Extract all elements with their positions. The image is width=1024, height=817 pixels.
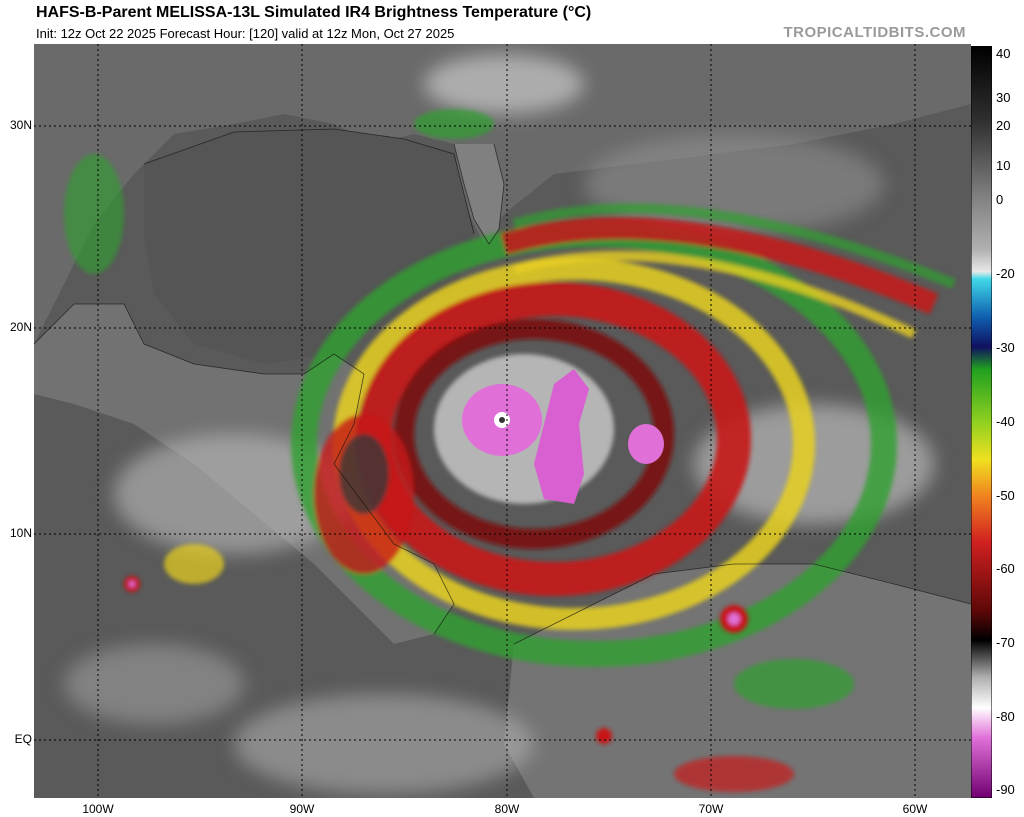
florida-peninsula: [454, 144, 504, 244]
lon-label-80w: 80W: [494, 802, 520, 816]
lat-label-20n: 20N: [9, 320, 32, 334]
colorbar-label: -20: [996, 266, 1015, 281]
cold-cloud-tops: [462, 369, 664, 504]
colorbar-label: -80: [996, 709, 1015, 724]
colorbar-label: -30: [996, 340, 1015, 355]
colorbar-label: -70: [996, 635, 1015, 650]
colorbar-label: -90: [996, 782, 1015, 797]
colorbar-label: 20: [996, 118, 1011, 133]
lon-label-60w: 60W: [902, 802, 928, 816]
chart-title: HAFS-B-Parent MELISSA-13L Simulated IR4 …: [36, 4, 592, 21]
colorbar-label: 30: [996, 90, 1011, 105]
lon-label-90w: 90W: [289, 802, 315, 816]
lat-label-eq: EQ: [14, 732, 32, 746]
graticule: [34, 44, 971, 798]
coastlines: [34, 128, 971, 645]
colorbar-label: 40: [996, 46, 1011, 61]
lat-label-10n: 10N: [9, 526, 32, 540]
colorbar-label: 10: [996, 158, 1011, 173]
colorbar: [971, 46, 992, 798]
colorbar-label: -40: [996, 414, 1015, 429]
colorbar-label: -50: [996, 488, 1015, 503]
satellite-map: [34, 44, 971, 798]
ir-imagery: [34, 44, 971, 798]
colorbar-label: -60: [996, 561, 1015, 576]
chart-subtitle: Init: 12z Oct 22 2025 Forecast Hour: [12…: [36, 26, 455, 41]
lon-label-70w: 70W: [698, 802, 724, 816]
convective-cells: [64, 109, 854, 792]
lat-label-30n: 30N: [9, 118, 32, 132]
colorbar-label: 0: [996, 192, 1004, 207]
lon-label-100w: 100W: [82, 802, 114, 816]
source-watermark: TROPICALTIDBITS.COM: [783, 24, 966, 41]
